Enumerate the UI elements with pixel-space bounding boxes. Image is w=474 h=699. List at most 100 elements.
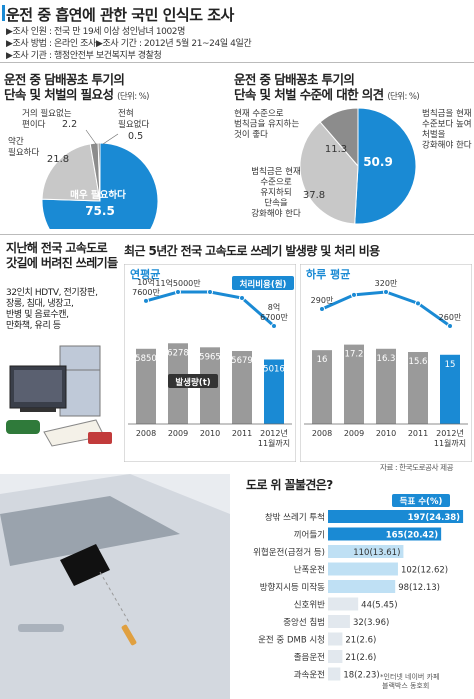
trash-illustration [6, 345, 112, 447]
daily-cost-point [351, 291, 357, 298]
daily-cost-label: 290만 [311, 296, 334, 305]
hazard-value-label: 110(13.61) [353, 548, 400, 558]
trash-item: 만화책, 유리 등 [6, 321, 61, 331]
annual-category-label: 2010 [200, 429, 220, 438]
legend-amount-label: 발생량(t) [175, 377, 210, 388]
annual-category-label: 2012년 [260, 428, 288, 438]
hazard-category-label: 졸음운전 [294, 652, 325, 663]
hazard-bar [328, 632, 343, 646]
hazard-category-label: 과속운전 [294, 670, 325, 681]
pie2-title: 운전 중 담배꽁초 투기의 단속 및 처벌 수준에 대한 의견 (단위: %) [234, 72, 420, 105]
hazard-value-label: 165(20.42) [386, 531, 439, 541]
annual-cost-label: 8억 [268, 302, 280, 312]
annual-bar [264, 359, 284, 424]
pie2-label-s1-text: 단속을 [264, 198, 288, 209]
annual-category-label: 2008 [136, 429, 156, 438]
pie1-label-s0-val: 75.5 [85, 204, 115, 218]
trash-title-line1: 지난해 전국 고속도로 [6, 241, 108, 255]
trash-item: 32인치 HDTV, 전기장판, [6, 288, 98, 298]
annual-cost-point [143, 297, 149, 304]
pie1-label-s2-name1: 거의 필요없는 [22, 108, 72, 119]
pie2-label-s1-val: 37.8 [303, 190, 325, 201]
daily-bar [408, 352, 428, 424]
pie2-label-s1-text: 범칙금은 현재 [251, 166, 301, 177]
daily-title: 하루 평균 [306, 267, 350, 281]
pie2-label-s1-text: 강화해야 한다 [251, 208, 301, 219]
pie1-title: 운전 중 담배꽁초 투기의 단속 및 처벌의 필요성 (단위: %) [4, 72, 149, 105]
pie2-title-line2: 단속 및 처벌 수준에 대한 의견 [234, 87, 384, 102]
car-window-icon [0, 496, 180, 566]
page-title: 운전 중 흡연에 관한 국민 인식도 조사 [6, 6, 234, 24]
daily-cost-label: 260만 [439, 313, 462, 322]
divider [0, 62, 474, 63]
annual-bar-label: 5679 [231, 356, 253, 366]
annual-bar [136, 348, 156, 424]
survey-meta-3: ▶조사 기간 : 2012년 5월 21~24일 4일간 [96, 39, 252, 49]
hazard-bar [328, 545, 404, 558]
daily-bar [440, 354, 460, 424]
pie1-title-line2: 단속 및 처벌의 필요성 [4, 87, 114, 102]
daily-bar-label: 16 [317, 355, 328, 365]
hazard-note: *인터넷 네이버 카페 [380, 672, 439, 681]
hazard-bar [328, 597, 359, 611]
can-icon [88, 432, 112, 444]
daily-bar-label: 17.2 [345, 350, 364, 360]
car-illustration [0, 474, 230, 699]
daily-bar [376, 348, 396, 424]
hazard-bar [328, 615, 350, 628]
survey-meta-1: ▶조사 인원 : 전국 만 19세 이상 성인남녀 1002명 [6, 27, 185, 37]
hazard-bar [328, 667, 341, 681]
pie2-label-s2-text: 현재 수준으로 [234, 109, 284, 119]
pie1-label-s0-name: 매우 필요하다 [70, 189, 126, 201]
cigarette-butt-icon [121, 624, 137, 646]
hazard-bar [328, 562, 398, 576]
survey-meta-2: ▶조사 방법 : 온라인 조사 [6, 39, 96, 49]
pie2-title-line1: 운전 중 담배꽁초 투기의 [234, 72, 355, 87]
daily-bar [312, 350, 332, 424]
hazard-bar [328, 510, 464, 523]
daily-category-label: 2012년 [436, 428, 464, 438]
hazard-value-label: 102(12.62) [401, 566, 448, 576]
fridge-icon [59, 345, 101, 417]
daily-bar-label: 15.6 [409, 357, 428, 367]
annual-chart: 연평균 5850 6278 5965 5679 5016 10억7600만11억5000… [124, 264, 296, 462]
daily-category-label: 11월까지 [434, 438, 466, 448]
daily-cost-point [447, 323, 453, 329]
daily-cost-point [383, 289, 389, 295]
trash-items: 32인치 HDTV, 전기장판, 장롱, 침대, 냉장고, 반병 및 음료수캔,… [6, 288, 98, 332]
hazard-bar [328, 580, 396, 593]
pie1-slice-0 [41, 142, 159, 229]
pie1-label-s1-val: 21.8 [47, 154, 69, 165]
hazard-category-label: 방향지시등 미작동 [260, 582, 325, 593]
hazard-chart: 득표 수(%) 창밖 쓰레기 투척 197(24.38) 끼어들기 165(20.42… [253, 494, 464, 690]
trash-item: 반병 및 음료수캔, [6, 310, 69, 320]
annual-category-label: 2011 [232, 429, 252, 438]
hazard-bar [328, 650, 343, 663]
hazard-category-label: 위협운전(급정거 등) [253, 547, 325, 558]
daily-bar-label: 16.3 [377, 354, 396, 364]
pie1-label-s1-name1: 약간 [8, 136, 24, 147]
annual-bar-label: 5965 [199, 352, 221, 362]
hazard-value-label: 21(2.6) [345, 653, 376, 663]
hazard-value-label: 197(24.38) [408, 513, 461, 523]
annual-category-label: 2009 [168, 429, 188, 438]
annual-cost-label: 11억5000만 [155, 278, 201, 288]
annual-cost-label: 10억 [137, 277, 155, 287]
tv-stand-icon [20, 408, 56, 412]
pie1-title-line1: 운전 중 담배꽁초 투기의 [4, 72, 125, 87]
annual-title: 연평균 [130, 267, 160, 281]
pie1-unit: (단위: %) [117, 92, 149, 102]
hazard-title: 도로 위 꼴불견은? [246, 478, 333, 492]
annual-cost-point [239, 295, 245, 302]
trend-title: 최근 5년간 전국 고속도로 쓰레기 발생량 및 처리 비용 [124, 244, 380, 258]
pie2-label-s0-text: 처벌을 [422, 129, 446, 140]
hand-icon [60, 544, 110, 586]
pie2-label-s1-text: 수준으로 [260, 178, 291, 188]
pie1-label-s3-name1: 전혀 [118, 108, 134, 119]
pie1-label-s3-name2: 필요없다 [118, 119, 149, 130]
pie2-label-s2-text: 것이 좋다 [234, 129, 268, 140]
hazard-category-label: 끼어들기 [294, 530, 325, 541]
hazard-legend-label: 득표 수(%) [400, 497, 443, 507]
pie2-slice-2 [319, 107, 359, 168]
